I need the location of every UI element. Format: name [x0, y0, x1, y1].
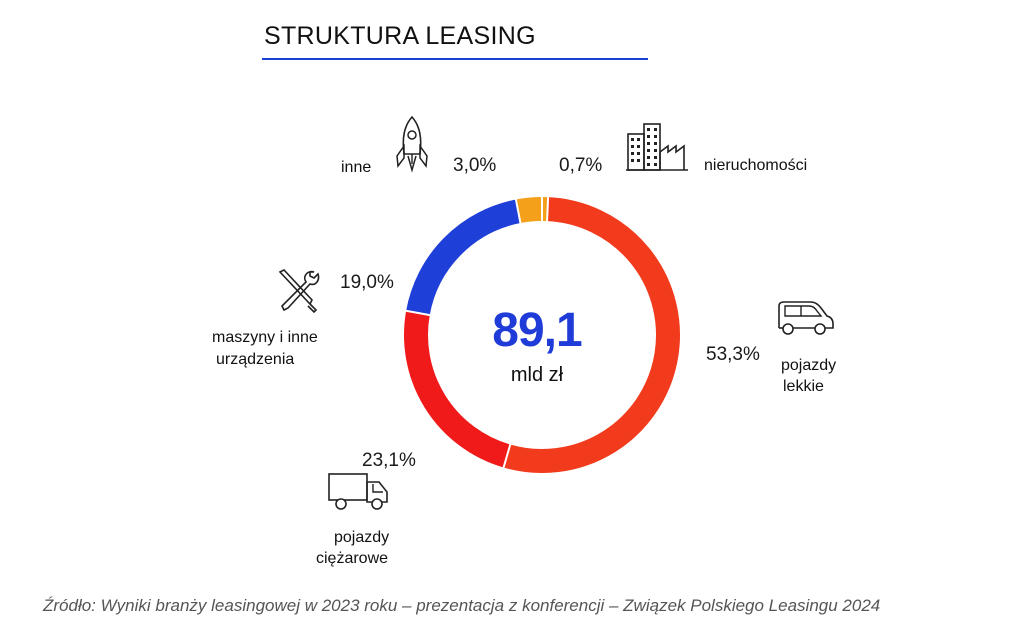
slice-separator-2	[502, 443, 512, 469]
donut-slice-2	[404, 310, 511, 468]
label-nieruchomosci: nieruchomości	[704, 157, 808, 174]
label-inne: inne	[341, 159, 372, 176]
tools-icon	[278, 269, 320, 314]
source-note: Źródło: Wyniki branży leasingowej w 2023…	[43, 596, 881, 615]
label-maszyny-line2: urządzenia	[216, 351, 295, 368]
label-pojazdy-ciezarowe-line1: pojazdy	[334, 529, 390, 546]
title-underline	[262, 58, 648, 60]
rocket-icon	[396, 115, 428, 173]
slice-separator-1	[546, 196, 550, 223]
label-pojazdy-lekkie-line1: pojazdy	[781, 357, 837, 374]
label-maszyny-line1: maszyny i inne	[212, 329, 318, 346]
car-icon	[778, 301, 834, 335]
donut-slice-3	[406, 199, 521, 316]
donut-slice-1	[503, 197, 680, 473]
truck-icon	[328, 473, 388, 510]
building-icon	[626, 123, 688, 171]
label-pojazdy-ciezarowe-line2: ciężarowe	[316, 550, 389, 567]
slice-separator-4	[514, 198, 522, 225]
label-pojazdy-lekkie-line2: lekkie	[783, 378, 824, 395]
pct-maszyny: 19,0%	[340, 272, 394, 293]
pct-pojazdy-ciezarowe: 23,1%	[362, 450, 416, 471]
total-value: 89,1	[492, 304, 582, 357]
pct-pojazdy-lekkie: 53,3%	[706, 344, 760, 365]
total-unit: mld zł	[510, 364, 564, 386]
slice-separator-3	[404, 309, 431, 317]
pct-inne: 3,0%	[453, 155, 497, 176]
pct-nieruchomosci: 0,7%	[559, 155, 603, 176]
donut-slice-4	[515, 197, 543, 224]
chart-title: STRUKTURA LEASING	[264, 22, 536, 50]
